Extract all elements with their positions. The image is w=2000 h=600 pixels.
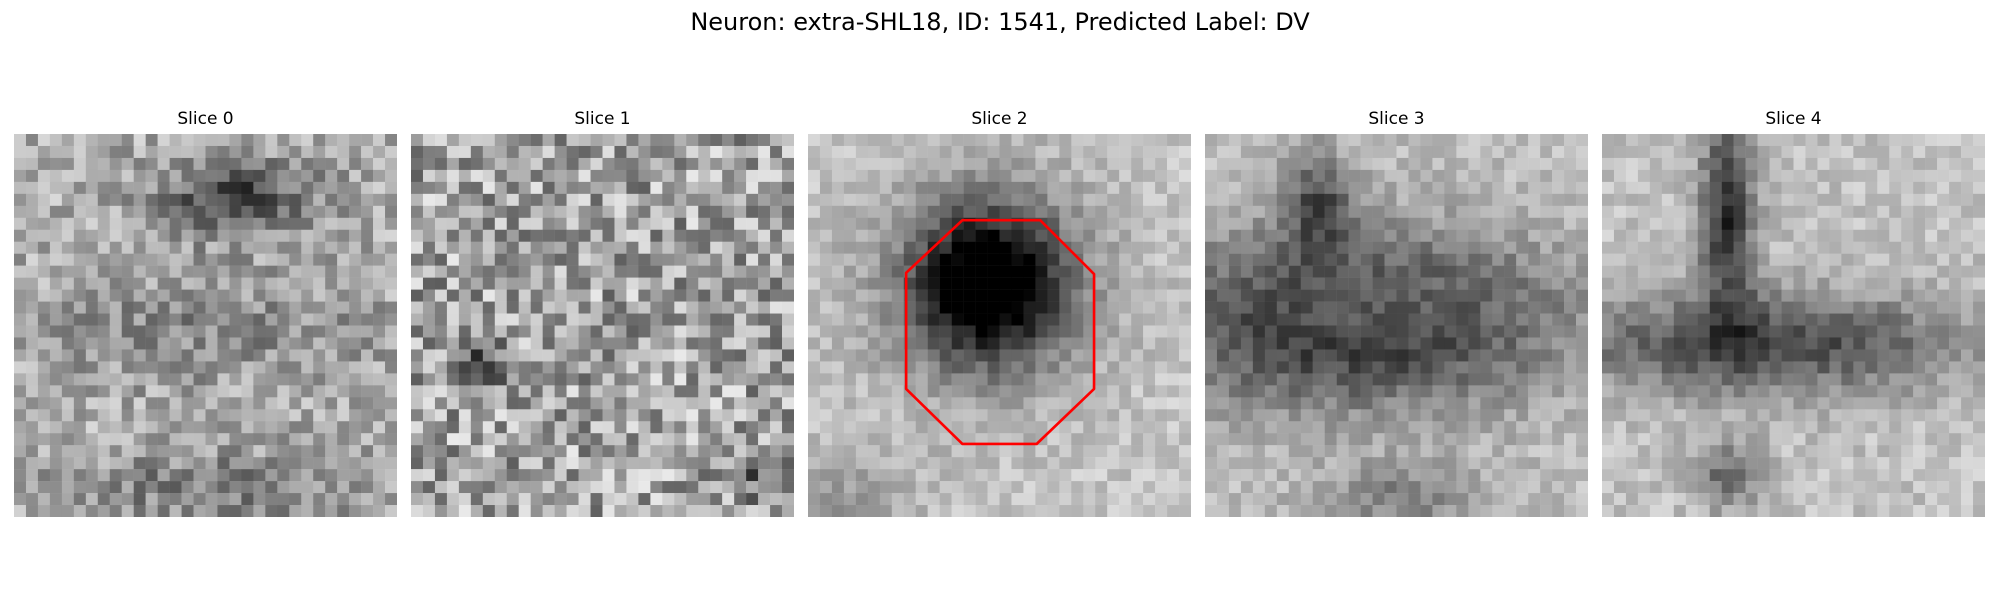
slice-panel-1: Slice 1 (411, 108, 794, 518)
slice-panel-3: Slice 3 (1205, 108, 1588, 518)
roi-outline (904, 218, 1096, 446)
slice-title: Slice 3 (1368, 109, 1425, 129)
slice-title: Slice 1 (574, 109, 631, 129)
slice-image (14, 134, 397, 517)
slice-title: Slice 4 (1765, 109, 1822, 129)
slice-panel-2: Slice 2 (808, 108, 1191, 518)
slice-image (1602, 134, 1985, 517)
slice-title: Slice 0 (177, 109, 234, 129)
slice-image (1205, 134, 1588, 517)
slice-title: Slice 2 (971, 109, 1028, 129)
figure-title: Neuron: extra-SHL18, ID: 1541, Predicted… (690, 8, 1310, 36)
slice-panel-0: Slice 0 (14, 108, 397, 518)
slice-image (808, 134, 1191, 517)
slice-panel-4: Slice 4 (1602, 108, 1985, 518)
slice-image (411, 134, 794, 517)
